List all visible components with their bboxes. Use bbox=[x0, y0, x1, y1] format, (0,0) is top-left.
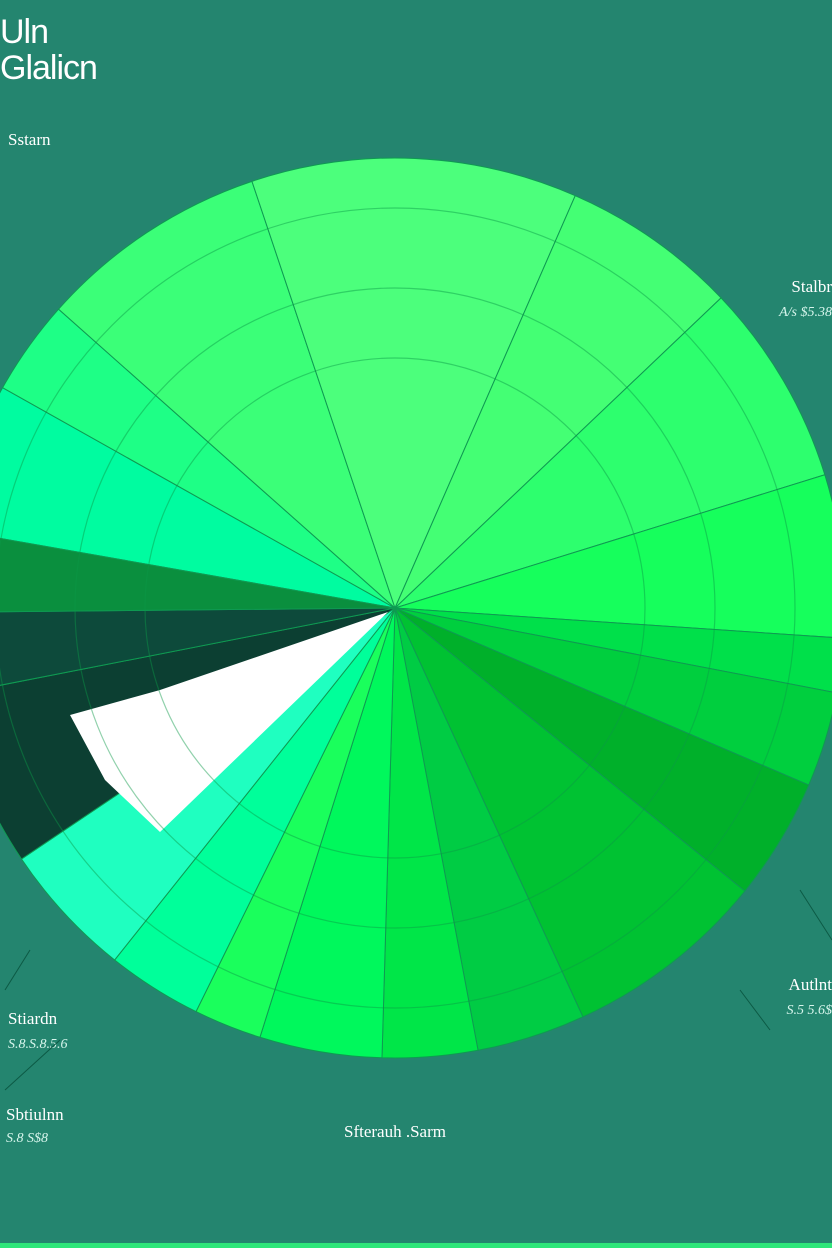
annotation-sublabel: A/s $5.38 bbox=[778, 305, 832, 320]
annotation-leader-line bbox=[739, 989, 771, 1031]
pie-slice bbox=[394, 607, 746, 1018]
pie-ring-guide bbox=[74, 287, 716, 929]
annotation-leader-line bbox=[4, 1039, 61, 1091]
annotation-label: Stalbr bbox=[791, 277, 832, 296]
annotation-sublabel: S.8.S.8.5.6 bbox=[8, 1037, 68, 1052]
pie-slice bbox=[251, 157, 576, 610]
pie-slice bbox=[0, 607, 396, 686]
annotation-label: Sstarn bbox=[8, 130, 51, 149]
annotation-leader-line bbox=[4, 949, 31, 991]
pie-slice bbox=[57, 180, 397, 610]
pie-slice bbox=[0, 537, 396, 613]
pie-slice bbox=[394, 607, 832, 693]
annotation-sublabel: S.5 5.6$ bbox=[787, 1003, 832, 1018]
bottom-accent-bar bbox=[0, 1243, 832, 1248]
annotation-label: Sfterauh .Sarm bbox=[344, 1122, 446, 1141]
chart-title: Uln Glalicn bbox=[0, 13, 98, 87]
pie-ring-guide bbox=[144, 357, 646, 859]
chart-title-line1: Uln bbox=[0, 13, 49, 51]
chart-title-line2: Glalicn bbox=[0, 49, 98, 87]
annotation-sublabel: S.8 S$8 bbox=[6, 1131, 48, 1146]
pie-slice bbox=[394, 474, 832, 638]
annotation-leader-line bbox=[799, 889, 832, 941]
annotation-label: Stiardn bbox=[8, 1009, 58, 1028]
pie-slice bbox=[394, 297, 826, 609]
pie-slice bbox=[394, 195, 722, 609]
annotation-label: Autlnt bbox=[789, 975, 832, 994]
pie-highlight-wedge bbox=[70, 612, 388, 832]
pie-ring-guide bbox=[0, 207, 796, 1009]
annotation-label: Sbtiulnn bbox=[6, 1105, 64, 1124]
